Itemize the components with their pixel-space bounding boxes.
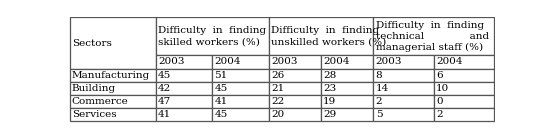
Text: Building: Building	[72, 84, 116, 93]
Bar	[156, 95, 212, 108]
Text: 2004: 2004	[214, 58, 241, 67]
Bar	[69, 108, 156, 121]
Bar	[269, 55, 321, 69]
Text: 6: 6	[436, 71, 443, 80]
Bar	[269, 17, 373, 55]
Text: 45: 45	[158, 71, 171, 80]
Text: 21: 21	[271, 84, 284, 93]
Bar	[373, 82, 434, 95]
Text: 14: 14	[376, 84, 389, 93]
Bar	[269, 108, 321, 121]
Text: 2004: 2004	[323, 58, 349, 67]
Text: 2: 2	[436, 110, 443, 119]
Bar	[373, 55, 434, 69]
Text: 2004: 2004	[436, 58, 463, 67]
Text: Services: Services	[72, 110, 117, 119]
Bar	[373, 69, 434, 82]
Text: 8: 8	[376, 71, 382, 80]
Text: 41: 41	[158, 110, 171, 119]
Bar	[156, 82, 212, 95]
Text: Difficulty  in  finding
skilled workers (%): Difficulty in finding skilled workers (%…	[158, 26, 266, 46]
Bar	[434, 108, 494, 121]
Bar	[69, 95, 156, 108]
Text: 2003: 2003	[158, 58, 184, 67]
Bar	[321, 55, 373, 69]
Bar	[321, 95, 373, 108]
Bar	[212, 55, 269, 69]
Text: 0: 0	[436, 97, 443, 106]
Text: Sectors: Sectors	[72, 39, 112, 48]
Bar	[156, 55, 212, 69]
Bar	[212, 82, 269, 95]
Bar	[434, 82, 494, 95]
Text: 10: 10	[436, 84, 449, 93]
Bar	[373, 95, 434, 108]
Text: 41: 41	[214, 97, 228, 106]
Bar	[321, 69, 373, 82]
Text: 42: 42	[158, 84, 171, 93]
Bar	[69, 17, 156, 69]
Bar	[269, 69, 321, 82]
Bar	[434, 55, 494, 69]
Bar	[156, 17, 269, 55]
Text: Manufacturing: Manufacturing	[72, 71, 150, 80]
Bar	[269, 95, 321, 108]
Bar	[212, 69, 269, 82]
Bar	[269, 82, 321, 95]
Bar	[434, 69, 494, 82]
Bar	[373, 17, 494, 55]
Text: Commerce: Commerce	[72, 97, 129, 106]
Text: 45: 45	[214, 110, 228, 119]
Bar	[212, 108, 269, 121]
Bar	[69, 69, 156, 82]
Bar	[156, 108, 212, 121]
Text: 26: 26	[271, 71, 284, 80]
Bar	[321, 82, 373, 95]
Text: 2003: 2003	[271, 58, 298, 67]
Text: 22: 22	[271, 97, 284, 106]
Bar	[156, 69, 212, 82]
Text: 2003: 2003	[376, 58, 402, 67]
Text: 19: 19	[323, 97, 336, 106]
Text: 47: 47	[158, 97, 171, 106]
Bar	[321, 108, 373, 121]
Text: Difficulty  in  finding
technical              and
managerial staff (%): Difficulty in finding technical and mana…	[376, 21, 489, 52]
Text: Difficulty  in  finding
unskilled workers (%): Difficulty in finding unskilled workers …	[271, 26, 386, 46]
Text: 29: 29	[323, 110, 336, 119]
Text: 5: 5	[376, 110, 382, 119]
Text: 20: 20	[271, 110, 284, 119]
Text: 45: 45	[214, 84, 228, 93]
Bar	[212, 95, 269, 108]
Bar	[69, 82, 156, 95]
Bar	[373, 108, 434, 121]
Bar	[434, 95, 494, 108]
Text: 51: 51	[214, 71, 228, 80]
Text: 23: 23	[323, 84, 336, 93]
Text: 2: 2	[376, 97, 382, 106]
Text: 28: 28	[323, 71, 336, 80]
